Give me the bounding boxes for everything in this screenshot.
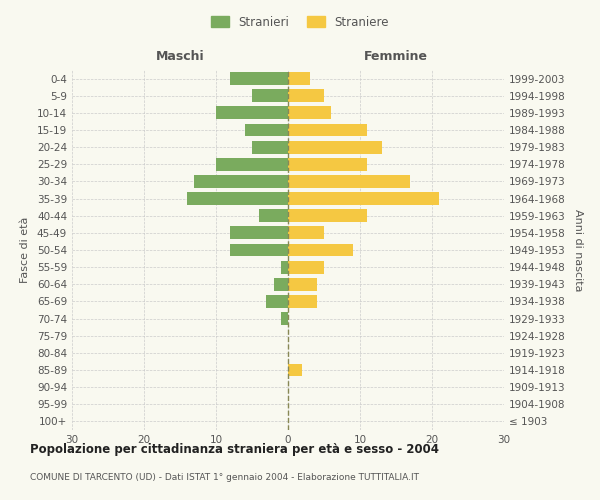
Bar xyxy=(194,175,288,188)
Bar xyxy=(187,192,288,205)
Bar xyxy=(259,210,288,222)
Bar xyxy=(288,295,317,308)
Bar xyxy=(245,124,288,136)
Bar xyxy=(288,72,310,85)
Y-axis label: Fasce di età: Fasce di età xyxy=(20,217,30,283)
Bar xyxy=(281,312,288,325)
Bar xyxy=(230,72,288,85)
Bar xyxy=(266,295,288,308)
Bar xyxy=(274,278,288,290)
Bar xyxy=(288,226,324,239)
Text: Popolazione per cittadinanza straniera per età e sesso - 2004: Popolazione per cittadinanza straniera p… xyxy=(30,442,439,456)
Y-axis label: Anni di nascita: Anni di nascita xyxy=(572,209,583,291)
Bar xyxy=(216,106,288,120)
Text: Maschi: Maschi xyxy=(155,50,205,63)
Bar xyxy=(216,158,288,170)
Bar xyxy=(288,278,317,290)
Bar xyxy=(288,244,353,256)
Bar xyxy=(288,364,302,376)
Bar xyxy=(288,210,367,222)
Bar xyxy=(252,90,288,102)
Bar xyxy=(288,192,439,205)
Bar xyxy=(288,260,324,274)
Bar xyxy=(288,106,331,120)
Bar xyxy=(288,90,324,102)
Bar xyxy=(230,244,288,256)
Bar xyxy=(252,140,288,153)
Legend: Stranieri, Straniere: Stranieri, Straniere xyxy=(206,11,394,34)
Bar xyxy=(230,226,288,239)
Bar xyxy=(288,158,367,170)
Bar xyxy=(281,260,288,274)
Bar xyxy=(288,124,367,136)
Text: Femmine: Femmine xyxy=(364,50,428,63)
Bar xyxy=(288,140,382,153)
Text: COMUNE DI TARCENTO (UD) - Dati ISTAT 1° gennaio 2004 - Elaborazione TUTTITALIA.I: COMUNE DI TARCENTO (UD) - Dati ISTAT 1° … xyxy=(30,472,419,482)
Bar xyxy=(288,175,410,188)
